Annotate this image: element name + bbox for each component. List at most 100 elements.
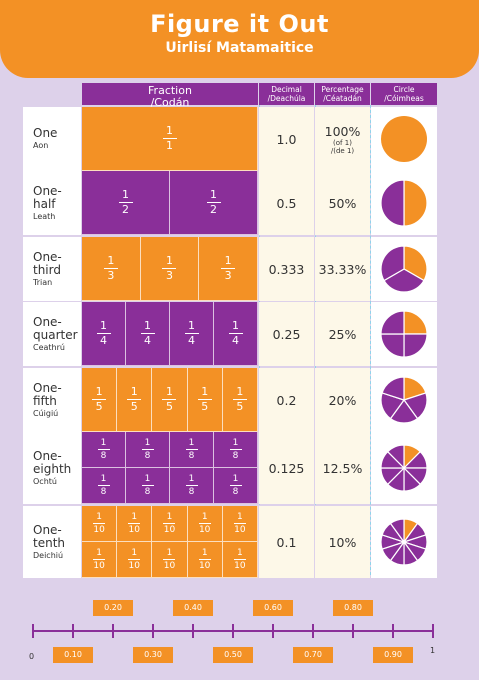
- denominator: 10: [93, 561, 105, 571]
- header-circle: Circle /Cóimheas: [371, 83, 437, 105]
- circle-slice: [403, 310, 428, 335]
- decimal-value: 0.125: [259, 432, 314, 504]
- fraction-bar-line: [233, 559, 246, 560]
- fraction-bar-line: [141, 485, 154, 486]
- numerator: 1: [232, 438, 239, 448]
- numerator: 1: [232, 474, 239, 484]
- header-decimal-ga: /Deachúla: [267, 94, 306, 103]
- numerator: 1: [96, 548, 102, 558]
- number-line-label-above: 0.20: [93, 600, 133, 616]
- denominator: 10: [234, 525, 246, 535]
- circle-cell: [371, 302, 437, 366]
- fraction-bar-line: [140, 333, 155, 334]
- fraction-piece: 1 10: [152, 506, 188, 542]
- numerator: 1: [201, 512, 208, 522]
- denominator: 8: [188, 451, 195, 461]
- header-fraction: Fraction /Codán: [82, 83, 258, 109]
- row-name-line: One-: [33, 380, 62, 395]
- number-line-label-below: 0.50: [213, 647, 253, 663]
- number-line-tick: [312, 624, 314, 638]
- denominator: 5: [130, 400, 138, 413]
- denominator: 2: [122, 203, 129, 216]
- numerator: 1: [131, 512, 138, 522]
- fraction-row: One-fifth Cúigiú 1 5 1 5 1 5 1 5 1 5 0.2 20%: [23, 368, 437, 432]
- numerator: 1: [224, 254, 232, 267]
- percentage-value: 20%: [328, 392, 357, 408]
- denominator: 8: [100, 451, 107, 461]
- row-name-irish: Leath: [33, 211, 56, 221]
- circle-slice: [380, 333, 405, 358]
- unit-fraction: 1 10: [128, 512, 141, 535]
- row-name: One-tenth Deichiú: [23, 506, 81, 578]
- row-name-line: eighth: [33, 461, 72, 476]
- row-name-line: One-: [33, 314, 62, 329]
- number-line-label-below: 0.70: [293, 647, 333, 663]
- numerator: 1: [166, 548, 173, 558]
- row-name-irish: Cúigiú: [33, 408, 59, 418]
- percentage-cell: 25%: [315, 302, 370, 366]
- page-subtitle: Uirlisí Matamaitice: [165, 40, 314, 56]
- fraction-bar-line: [185, 449, 198, 450]
- fraction-bar-line: [163, 523, 176, 524]
- percentage-cell: 33.33%: [315, 237, 370, 301]
- row-name-line: One-: [33, 522, 62, 537]
- unit-fraction: 1 10: [128, 548, 141, 571]
- fraction-piece: 1 10: [187, 542, 223, 578]
- denominator: 3: [107, 269, 115, 282]
- circle-cell: [371, 506, 437, 578]
- row-name-line: One-: [33, 183, 62, 198]
- percentage-value: 33.33%: [318, 261, 367, 277]
- number-line-tick: [152, 624, 154, 638]
- numerator: 1: [236, 385, 244, 398]
- number-line-tick: [352, 624, 354, 638]
- numerator: 1: [201, 548, 208, 558]
- number-line-label-above: 0.80: [333, 600, 373, 616]
- numerator: 1: [130, 385, 138, 398]
- fraction-bar-line: [228, 333, 243, 334]
- fraction-bar-line: [141, 449, 154, 450]
- fraction-bar-line: [185, 485, 198, 486]
- denominator: 5: [95, 400, 103, 413]
- circle-slice: [386, 444, 405, 470]
- fraction-bar-line: [162, 138, 177, 139]
- unit-fraction: 1 10: [233, 512, 246, 535]
- denominator: 5: [236, 400, 244, 413]
- numerator: 1: [165, 385, 173, 398]
- number-line-label-below: 0.90: [373, 647, 413, 663]
- fraction-row: One-quarter Ceathrú 1 4 1 4 1 4 1 4 0.25 25%: [23, 302, 437, 366]
- numerator: 1: [165, 254, 173, 267]
- denominator: 8: [232, 487, 239, 497]
- numerator: 1: [166, 512, 173, 522]
- percentage-value: 25%: [328, 326, 357, 342]
- denominator: 1: [166, 139, 173, 152]
- numerator: 1: [144, 319, 151, 332]
- fraction-bar-line: [128, 559, 141, 560]
- circle-slice: [381, 116, 427, 162]
- fraction-row: One-eighth Ochtú 1 8 1 8 1 8 1 8 1 8 1 8 1 8 1 8 0.125 12.5…: [23, 432, 437, 504]
- fraction-circle: [380, 179, 428, 227]
- circle-slice: [380, 310, 405, 335]
- numerator: 1: [100, 474, 107, 484]
- percentage-cell: 100% (of 1)/(de 1): [315, 107, 370, 171]
- row-name-line: tenth: [33, 535, 66, 550]
